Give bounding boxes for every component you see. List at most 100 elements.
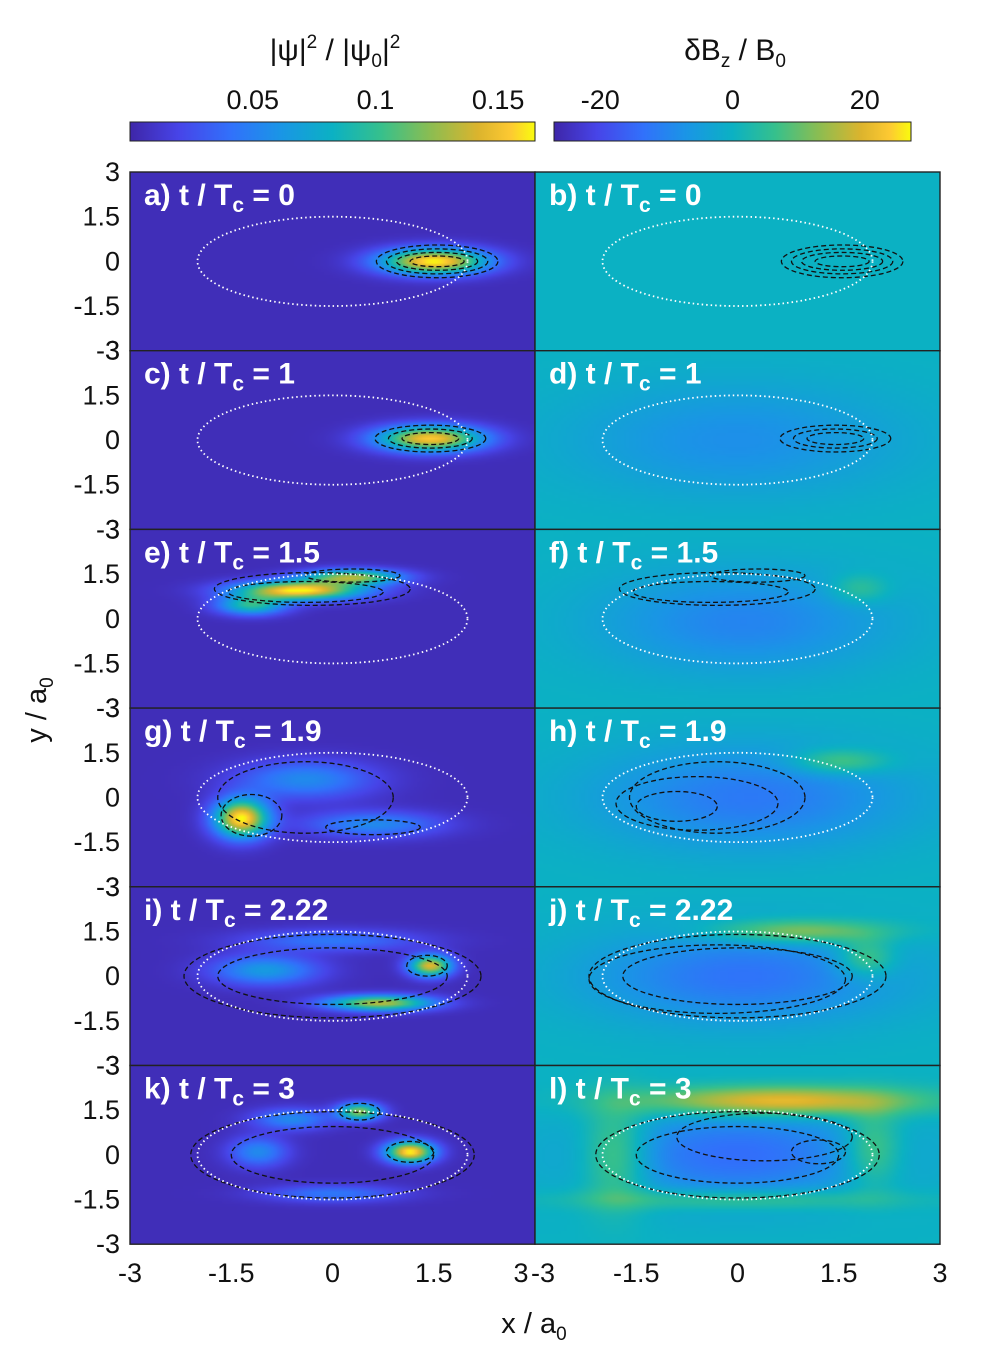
reference-ellipse-c	[196, 394, 469, 486]
reference-ellipse-i	[196, 930, 469, 1022]
reference-ellipse-b	[601, 215, 874, 307]
y-tick-label: 0	[105, 425, 120, 455]
x-tick-label: -1.5	[613, 1258, 660, 1288]
panel-a: a) t / Tc = 0	[129, 171, 536, 352]
panel-g: g) t / Tc = 1.9	[129, 707, 536, 888]
reference-ellipse-a	[196, 215, 469, 307]
panel-k: k) t / Tc = 3	[129, 1064, 536, 1245]
axis-ticks: 31.50-1.5-331.50-1.5-331.50-1.5-331.50-1…	[73, 157, 947, 1288]
contour-b-1	[800, 251, 884, 271]
contour-i-0	[183, 933, 482, 1019]
contour-b-3	[780, 244, 904, 279]
panel-label-h: h) t / Tc = 1.9	[549, 715, 727, 753]
colorbar-tick-label: 0.05	[226, 85, 279, 115]
y-tick-label: 0	[105, 782, 120, 812]
panels: a) t / Tc = 0 b) t / Tc = 0 c) t / Tc = 1 d…	[129, 171, 941, 1245]
panel-j: j) t / Tc = 2.22	[534, 886, 941, 1067]
contour-d-0	[806, 431, 865, 446]
x-tick-label: 3	[513, 1258, 528, 1288]
y-tick-label: 3	[105, 872, 120, 902]
y-tick-label: 1.5	[82, 1095, 120, 1125]
y-tick-label: 3	[105, 157, 120, 187]
contour-b-2	[790, 248, 894, 275]
contour-c-2	[374, 424, 487, 453]
panel-label-b: b) t / Tc = 0	[549, 179, 702, 217]
y-tick-label: 0	[105, 246, 120, 276]
x-tick-label: 1.5	[415, 1258, 453, 1288]
reference-ellipse-e	[196, 573, 469, 665]
y-tick-label: 1.5	[82, 559, 120, 589]
contour-l-1	[635, 1125, 840, 1184]
panel-label-i: i) t / Tc = 2.22	[144, 894, 328, 932]
colorbar-ticks: 0.05 0.1 0.15 -20 0 20	[226, 85, 879, 115]
y-tick-label: -3	[96, 1229, 120, 1259]
contour-d-1	[792, 428, 878, 449]
colorbar-tick-label: 0.1	[357, 85, 395, 115]
contour-j-1	[622, 947, 853, 1006]
y-tick-label: 3	[105, 1051, 120, 1081]
contour-k-2	[385, 1140, 435, 1163]
reference-ellipse-j	[601, 930, 874, 1022]
panel-label-j: j) t / Tc = 2.22	[548, 894, 733, 932]
x-tick-label: 0	[325, 1258, 340, 1288]
contour-e-0	[227, 580, 384, 604]
panel-label-d: d) t / Tc = 1	[549, 358, 702, 396]
contour-a-2	[385, 248, 489, 275]
panel-label-c: c) t / Tc = 1	[144, 358, 295, 396]
panel-i: i) t / Tc = 2.22	[129, 886, 536, 1067]
y-tick-label: 1.5	[82, 738, 120, 768]
x-tick-label: -3	[531, 1258, 555, 1288]
contour-c-1	[387, 428, 473, 449]
y-tick-label: -3	[96, 514, 120, 544]
contour-i-2	[406, 954, 448, 977]
y-tick-label: 0	[105, 1140, 120, 1170]
reference-ellipse-l	[601, 1109, 874, 1201]
contour-k-0	[190, 1111, 475, 1199]
x-tick-label: -1.5	[208, 1258, 255, 1288]
contour-i-1	[217, 947, 448, 1006]
y-axis-label: y / a0	[21, 677, 58, 742]
x-tick-label: 0	[730, 1258, 745, 1288]
panel-label-g: g) t / Tc = 1.9	[144, 715, 322, 753]
contour-l-0	[595, 1111, 880, 1199]
x-tick-label: -3	[118, 1258, 142, 1288]
contour-g-2	[325, 819, 421, 836]
y-tick-label: -3	[96, 1051, 120, 1081]
contour-l-2	[676, 1112, 853, 1162]
panel-frame-l	[534, 1064, 941, 1245]
y-tick-label: -1.5	[73, 648, 120, 678]
y-tick-label: 1.5	[82, 916, 120, 946]
panel-b: b) t / Tc = 0	[534, 171, 941, 352]
y-tick-label: -1.5	[73, 1006, 120, 1036]
contour-b-0	[814, 255, 870, 268]
contour-g-1	[220, 793, 283, 837]
y-tick-label: -3	[96, 336, 120, 366]
contour-a-3	[375, 244, 499, 279]
y-tick-label: -1.5	[73, 1185, 120, 1215]
reference-ellipse-k	[196, 1109, 469, 1201]
contour-a-1	[395, 251, 479, 271]
x-tick-label: 1.5	[820, 1258, 858, 1288]
y-tick-label: -1.5	[73, 470, 120, 500]
contour-k-3	[338, 1102, 381, 1121]
reference-ellipse-h	[601, 751, 874, 844]
y-tick-label: 0	[105, 961, 120, 991]
contour-a-0	[409, 255, 465, 268]
x-tick-label: 3	[932, 1258, 947, 1288]
y-tick-label: -1.5	[73, 827, 120, 857]
colorbar-tick-label: 20	[850, 85, 880, 115]
panel-h: h) t / Tc = 1.9	[534, 707, 941, 888]
panel-label-a: a) t / Tc = 0	[144, 179, 295, 217]
contour-c-0	[401, 431, 460, 446]
y-tick-label: 0	[105, 604, 120, 634]
contour-l-3	[790, 1139, 847, 1165]
contour-j-0	[588, 933, 887, 1019]
y-tick-label: 3	[105, 514, 120, 544]
heatmap-g	[130, 708, 535, 887]
panel-e: e) t / Tc = 1.5	[129, 528, 536, 709]
panel-l: l) t / Tc = 3	[534, 1064, 941, 1245]
panel-label-k: k) t / Tc = 3	[144, 1073, 295, 1111]
y-tick-label: 3	[105, 336, 120, 366]
contour-h-1	[615, 775, 779, 831]
colorbar-right	[553, 121, 912, 142]
